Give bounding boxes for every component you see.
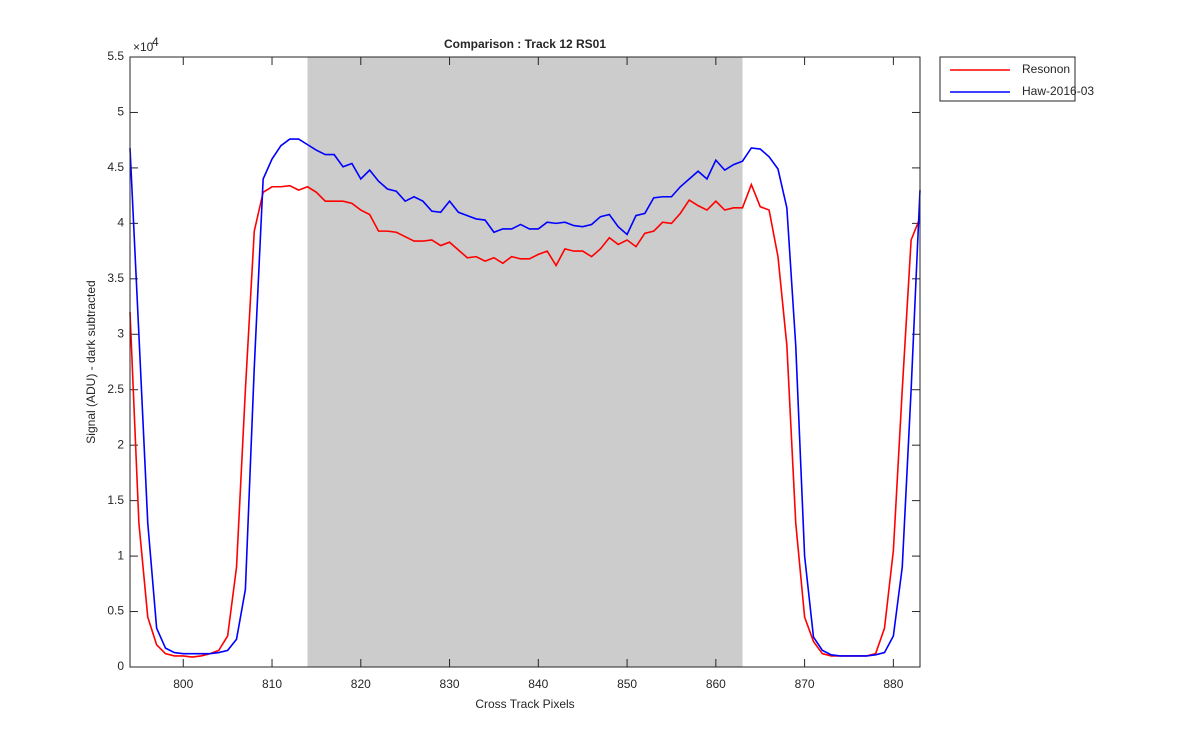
x-tick-label: 850 <box>617 677 637 691</box>
y-tick-label: 1.5 <box>107 493 124 507</box>
x-tick-label: 870 <box>795 677 815 691</box>
legend-label: Haw-2016-03 <box>1022 84 1094 98</box>
y-tick-label: 4.5 <box>107 160 124 174</box>
series-line <box>129 138 921 657</box>
y-tick-label: 0 <box>117 659 124 673</box>
y-tick-label: 1 <box>117 548 124 562</box>
y-tick-label: 3 <box>117 326 124 340</box>
y-tick-label: 0.5 <box>107 604 124 618</box>
y-tick-label: 5.5 <box>107 49 124 63</box>
x-tick-label: 800 <box>173 677 193 691</box>
legend-label: Resonon <box>1022 62 1070 76</box>
y-scale-exponent: 4 <box>152 35 159 49</box>
chart-title: Comparison : Track 12 RS01 <box>444 37 606 51</box>
x-axis-label: Cross Track Pixels <box>475 697 574 711</box>
y-tick-label: 4 <box>117 216 124 230</box>
y-axis-label: Signal (ADU) - dark subtracted <box>84 280 98 443</box>
y-tick-label: 2.5 <box>107 382 124 396</box>
shaded-region <box>307 57 743 667</box>
y-tick-label: 5 <box>117 105 124 119</box>
x-tick-label: 840 <box>528 677 548 691</box>
legend-box <box>939 56 1076 102</box>
x-tick-label: 820 <box>351 677 371 691</box>
x-tick-label: 860 <box>706 677 726 691</box>
y-scale-base: ×10 <box>133 40 154 54</box>
y-tick-label: 2 <box>117 437 124 451</box>
x-tick-label: 810 <box>262 677 282 691</box>
x-tick-label: 880 <box>883 677 903 691</box>
x-tick-label: 830 <box>440 677 460 691</box>
y-tick-label: 3.5 <box>107 271 124 285</box>
axes-box <box>129 56 921 668</box>
